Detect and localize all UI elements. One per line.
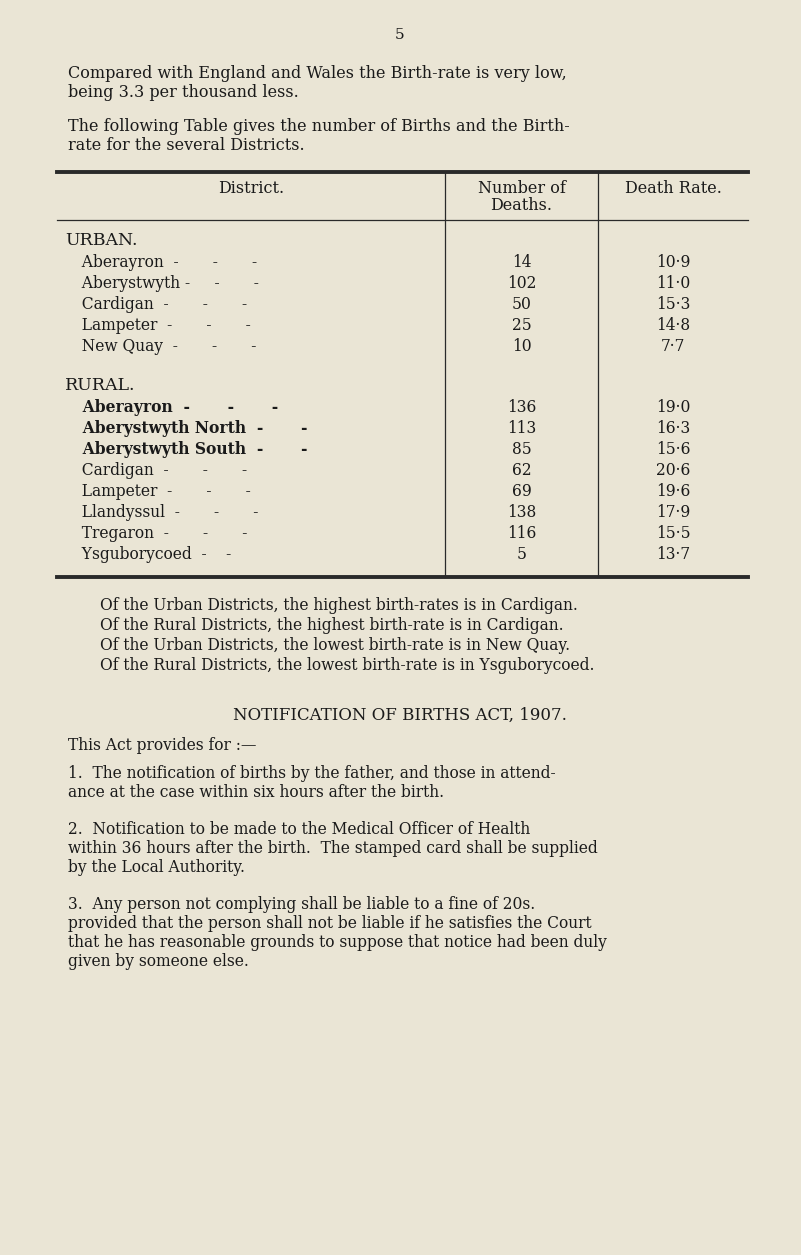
Text: Of the Rural Districts, the highest birth-rate is in Cardigan.: Of the Rural Districts, the highest birt… [100,617,564,634]
Text: Aberystwyth -     -       -: Aberystwyth - - - [72,275,259,292]
Text: 62: 62 [512,462,531,479]
Text: 116: 116 [507,525,536,542]
Text: 10·9: 10·9 [656,254,690,271]
Text: NOTIFICATION OF BIRTHS ACT, 1907.: NOTIFICATION OF BIRTHS ACT, 1907. [233,707,567,724]
Text: 15·3: 15·3 [656,296,690,312]
Text: 7·7: 7·7 [661,338,685,355]
Text: ance at the case within six hours after the birth.: ance at the case within six hours after … [68,784,444,801]
Text: within 36 hours after the birth.  The stamped card shall be supplied: within 36 hours after the birth. The sta… [68,840,598,857]
Text: that he has reasonable grounds to suppose that notice had been duly: that he has reasonable grounds to suppos… [68,934,607,951]
Text: 102: 102 [507,275,536,292]
Text: 15·6: 15·6 [656,441,690,458]
Text: Cardigan  -       -       -: Cardigan - - - [72,296,248,312]
Text: Tregaron  -       -       -: Tregaron - - - [72,525,248,542]
Text: This Act provides for :—: This Act provides for :— [68,737,256,754]
Text: given by someone else.: given by someone else. [68,953,249,970]
Text: 19·6: 19·6 [656,483,690,499]
Text: provided that the person shall not be liable if he satisfies the Court: provided that the person shall not be li… [68,915,592,932]
Text: Of the Urban Districts, the highest birth-rates is in Cardigan.: Of the Urban Districts, the highest birt… [100,597,578,614]
Text: being 3.3 per thousand less.: being 3.3 per thousand less. [68,84,299,100]
Text: 15·5: 15·5 [656,525,690,542]
Text: 113: 113 [507,420,536,437]
Text: 16·3: 16·3 [656,420,690,437]
Text: URBAN.: URBAN. [65,232,138,248]
Text: Deaths.: Deaths. [490,197,553,215]
Text: 3.  Any person not complying shall be liable to a fine of 20s.: 3. Any person not complying shall be lia… [68,896,535,912]
Text: 11·0: 11·0 [656,275,690,292]
Text: 5: 5 [395,28,405,41]
Text: by the Local Authority.: by the Local Authority. [68,858,245,876]
Text: 13·7: 13·7 [656,546,690,563]
Text: RURAL.: RURAL. [65,376,135,394]
Text: Lampeter  -       -       -: Lampeter - - - [72,483,251,499]
Text: Aberayron  -       -       -: Aberayron - - - [72,399,278,415]
Text: Llandyssul  -       -       -: Llandyssul - - - [72,505,259,521]
Text: 17·9: 17·9 [656,505,690,521]
Text: District.: District. [218,179,284,197]
Text: Aberystwyth North  -       -: Aberystwyth North - - [72,420,308,437]
Text: 1.  The notification of births by the father, and those in attend-: 1. The notification of births by the fat… [68,766,556,782]
Text: 25: 25 [512,318,531,334]
Text: 20·6: 20·6 [656,462,690,479]
Text: The following Table gives the number of Births and the Birth-: The following Table gives the number of … [68,118,570,136]
Text: 10: 10 [512,338,531,355]
Text: Ysguborycoed  -    -: Ysguborycoed - - [72,546,231,563]
Text: Compared with England and Wales the Birth-rate is very low,: Compared with England and Wales the Birt… [68,65,567,82]
Text: 136: 136 [507,399,536,415]
Text: Of the Rural Districts, the lowest birth-rate is in Ysguborycoed.: Of the Rural Districts, the lowest birth… [100,658,594,674]
Text: Of the Urban Districts, the lowest birth-rate is in New Quay.: Of the Urban Districts, the lowest birth… [100,638,570,654]
Text: rate for the several Districts.: rate for the several Districts. [68,137,304,154]
Text: 14·8: 14·8 [656,318,690,334]
Text: Lampeter  -       -       -: Lampeter - - - [72,318,251,334]
Text: Death Rate.: Death Rate. [625,179,722,197]
Text: 14: 14 [512,254,531,271]
Text: New Quay  -       -       -: New Quay - - - [72,338,256,355]
Text: 2.  Notification to be made to the Medical Officer of Health: 2. Notification to be made to the Medica… [68,821,530,838]
Text: 5: 5 [517,546,526,563]
Text: Cardigan  -       -       -: Cardigan - - - [72,462,248,479]
Text: 50: 50 [512,296,531,312]
Text: Aberayron  -       -       -: Aberayron - - - [72,254,257,271]
Text: 138: 138 [507,505,536,521]
Text: 85: 85 [512,441,531,458]
Text: 19·0: 19·0 [656,399,690,415]
Text: Number of: Number of [477,179,566,197]
Text: Aberystwyth South  -       -: Aberystwyth South - - [72,441,308,458]
Text: 69: 69 [512,483,531,499]
